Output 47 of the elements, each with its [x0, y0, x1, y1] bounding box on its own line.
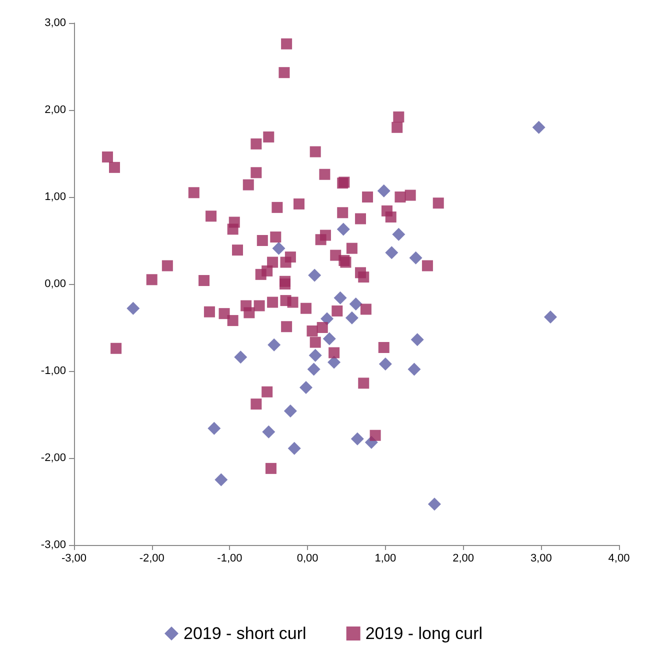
x-tick-label: 1,00 [374, 552, 396, 564]
x-tick-label: 3,00 [530, 552, 552, 564]
point [288, 442, 301, 455]
point [300, 381, 313, 394]
point [307, 362, 320, 376]
point [544, 310, 557, 324]
point [308, 268, 322, 282]
point [336, 222, 350, 236]
point [208, 422, 221, 435]
point [349, 298, 362, 311]
point [345, 311, 358, 324]
point [385, 246, 398, 260]
point [428, 498, 441, 511]
point [268, 338, 281, 352]
point [410, 333, 424, 346]
x-tick-label: 2,00 [452, 552, 474, 564]
legend-label: 2019 - short curl [183, 624, 306, 643]
legend-label: 2019 - long curl [365, 624, 483, 643]
y-tick-label: 0,00 [44, 278, 66, 290]
x-tick-label: -2,00 [139, 552, 164, 564]
point [308, 348, 322, 362]
point [408, 362, 421, 376]
y-tick-label: -1,00 [40, 365, 66, 377]
x-tick-label: 0,00 [296, 552, 318, 564]
point [322, 332, 336, 346]
y-tick-label: 2,00 [44, 104, 66, 116]
point [392, 228, 406, 241]
point [234, 350, 248, 364]
y-tick-label: 1,00 [44, 191, 66, 203]
x-tick-label: -3,00 [61, 552, 87, 564]
point [350, 432, 364, 446]
y-tick-label: -3,00 [40, 539, 66, 551]
point [328, 356, 341, 369]
y-tick-label: -2,00 [40, 452, 66, 464]
x-tick-label: 4,00 [608, 552, 630, 564]
point [532, 120, 546, 134]
point [377, 184, 390, 198]
y-tick-label: 3,00 [44, 17, 66, 29]
point [378, 358, 392, 371]
point [126, 302, 140, 315]
point [214, 473, 228, 486]
point [284, 404, 297, 418]
point [272, 242, 286, 255]
point [262, 425, 276, 438]
x-tick-label: -1,00 [217, 552, 242, 564]
point [334, 291, 347, 304]
point [409, 251, 422, 264]
